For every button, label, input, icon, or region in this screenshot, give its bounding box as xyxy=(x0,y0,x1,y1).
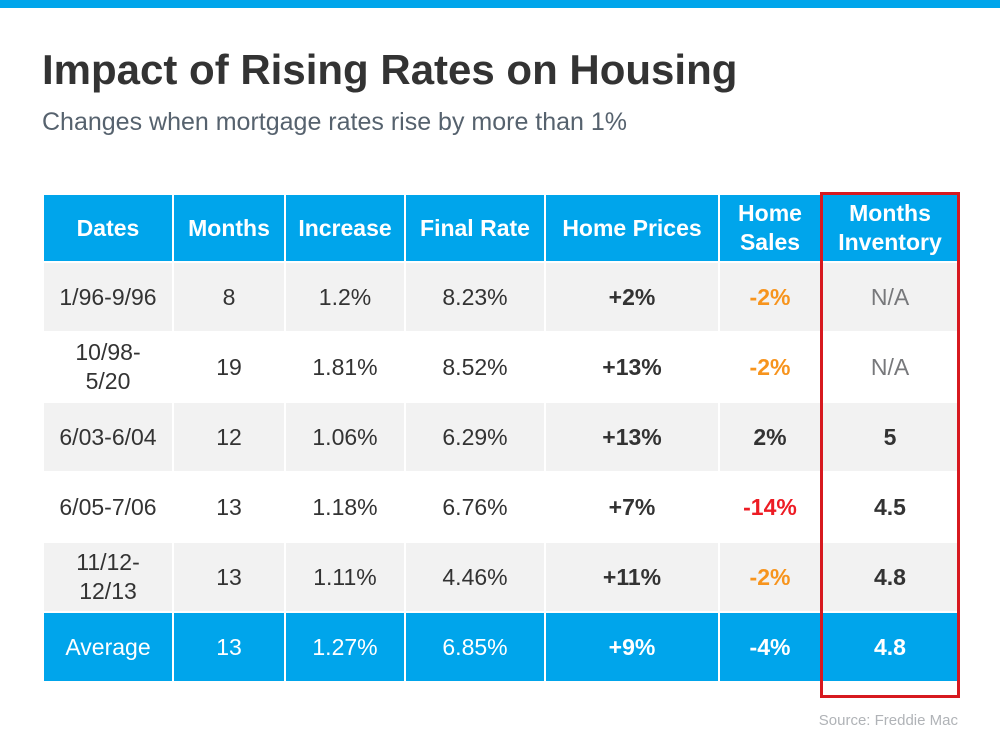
cell-increase: 1.81% xyxy=(284,331,406,403)
average-home-prices: +9% xyxy=(544,611,720,683)
cell-home-sales: 2% xyxy=(718,401,822,473)
cell-increase: 1.11% xyxy=(284,541,406,613)
average-home-sales: -4% xyxy=(718,611,822,683)
cell-final-rate: 8.52% xyxy=(404,331,546,403)
cell-months: 19 xyxy=(172,331,286,403)
dates-value: 6/05-7/06 xyxy=(59,493,157,520)
cell-home-prices: +7% xyxy=(544,471,720,543)
cell-dates: 6/03-6/04 xyxy=(42,401,174,473)
page-subtitle: Changes when mortgage rates rise by more… xyxy=(42,108,628,136)
cell-increase: 1.2% xyxy=(284,261,406,333)
cell-home-sales: -14% xyxy=(718,471,822,543)
cell-home-sales: -2% xyxy=(718,331,822,403)
table-row: 6/05-7/06 13 1.18% 6.76% +7% -14% 4.5 xyxy=(42,471,960,543)
cell-final-rate: 6.76% xyxy=(404,471,546,543)
header-home-sales-label: Home Sales xyxy=(738,200,802,255)
cell-dates: 10/98-5/20 xyxy=(42,331,174,403)
header-dates: Dates xyxy=(42,193,174,263)
cell-home-prices: +13% xyxy=(544,331,720,403)
average-months: 13 xyxy=(172,611,286,683)
average-final-rate: 6.85% xyxy=(404,611,546,683)
source-note: Source: Freddie Mac xyxy=(818,712,958,729)
cell-months-inventory: 5 xyxy=(820,401,960,473)
table-row: 11/12-12/13 13 1.11% 4.46% +11% -2% 4.8 xyxy=(42,541,960,613)
top-accent-bar xyxy=(0,0,1000,8)
cell-months-inventory: 4.5 xyxy=(820,471,960,543)
cell-months-inventory: N/A xyxy=(820,261,960,333)
header-months-inventory: Months Inventory xyxy=(820,193,960,263)
dates-value: 10/98-5/20 xyxy=(75,339,141,394)
header-increase: Increase xyxy=(284,193,406,263)
header-months-inventory-label: Months Inventory xyxy=(838,200,942,255)
cell-dates: 6/05-7/06 xyxy=(42,471,174,543)
cell-months: 8 xyxy=(172,261,286,333)
cell-dates: 11/12-12/13 xyxy=(42,541,174,613)
dates-value: 6/03-6/04 xyxy=(59,423,157,450)
table-row: 6/03-6/04 12 1.06% 6.29% +13% 2% 5 xyxy=(42,401,960,473)
header-home-sales: Home Sales xyxy=(718,193,822,263)
header-final-rate: Final Rate xyxy=(404,193,546,263)
dates-value: 1/96-9/96 xyxy=(59,283,157,310)
cell-increase: 1.06% xyxy=(284,401,406,473)
rates-table: Dates Months Increase Final Rate Home Pr… xyxy=(42,193,960,683)
cell-home-prices: +11% xyxy=(544,541,720,613)
cell-home-sales: -2% xyxy=(718,541,822,613)
cell-months: 12 xyxy=(172,401,286,473)
cell-home-sales: -2% xyxy=(718,261,822,333)
cell-final-rate: 6.29% xyxy=(404,401,546,473)
table-row: 10/98-5/20 19 1.81% 8.52% +13% -2% N/A xyxy=(42,331,960,403)
average-row: Average 13 1.27% 6.85% +9% -4% 4.8 xyxy=(42,611,960,683)
average-increase: 1.27% xyxy=(284,611,406,683)
cell-dates: 1/96-9/96 xyxy=(42,261,174,333)
cell-home-prices: +2% xyxy=(544,261,720,333)
cell-months-inventory: 4.8 xyxy=(820,541,960,613)
average-months-inventory: 4.8 xyxy=(820,611,960,683)
table-row: 1/96-9/96 8 1.2% 8.23% +2% -2% N/A xyxy=(42,261,960,333)
cell-home-prices: +13% xyxy=(544,401,720,473)
cell-final-rate: 4.46% xyxy=(404,541,546,613)
cell-final-rate: 8.23% xyxy=(404,261,546,333)
cell-months: 13 xyxy=(172,541,286,613)
page-title: Impact of Rising Rates on Housing xyxy=(42,46,738,93)
cell-increase: 1.18% xyxy=(284,471,406,543)
table-header-row: Dates Months Increase Final Rate Home Pr… xyxy=(42,193,960,263)
dates-value: 11/12-12/13 xyxy=(76,549,140,604)
cell-months: 13 xyxy=(172,471,286,543)
average-label: Average xyxy=(42,611,174,683)
header-home-prices: Home Prices xyxy=(544,193,720,263)
header-months: Months xyxy=(172,193,286,263)
cell-months-inventory: N/A xyxy=(820,331,960,403)
